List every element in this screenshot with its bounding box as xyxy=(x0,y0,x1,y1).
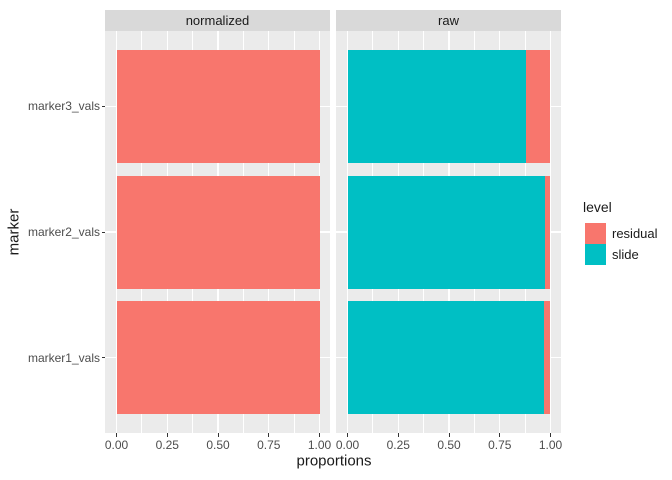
x-tick-mark xyxy=(319,433,320,437)
legend-item-label: slide xyxy=(612,247,639,262)
facet-strip-raw: raw xyxy=(336,10,561,31)
bar-marker2_vals-residual xyxy=(116,175,320,289)
x-axis-title: proportions xyxy=(296,452,372,470)
x-tick-mark xyxy=(268,433,270,437)
x-tick-label: 0.75 xyxy=(257,438,281,452)
legend-item-slide: slide xyxy=(585,244,658,265)
bar-marker3_vals-residual xyxy=(116,49,320,163)
x-tick-label: 0.50 xyxy=(206,438,230,452)
facet-panel-normalized xyxy=(105,31,330,433)
legend-swatch-icon xyxy=(585,244,606,265)
legend: level residual slide xyxy=(583,199,658,265)
facet-panel-raw xyxy=(336,31,561,433)
facet-strip-label: raw xyxy=(438,13,459,28)
bar-marker1_vals-slide xyxy=(347,301,545,415)
bar-marker1_vals-residual xyxy=(116,301,320,415)
y-tick-label: marker1_vals xyxy=(27,350,100,365)
x-tick-label: 0.25 xyxy=(386,438,410,452)
legend-item-label: residual xyxy=(612,226,658,241)
x-tick-mark xyxy=(397,433,399,437)
legend-item-residual: residual xyxy=(585,223,658,244)
x-tick-mark xyxy=(448,433,450,437)
x-tick-label: 0.25 xyxy=(155,438,179,452)
facet-strip-normalized: normalized xyxy=(105,10,330,31)
x-tick-label: 1.00 xyxy=(307,438,332,452)
bar-marker2_vals-slide xyxy=(347,175,546,289)
legend-items: residual slide xyxy=(583,223,658,265)
x-tick-label: 1.00 xyxy=(538,438,563,452)
bar-marker1_vals-residual xyxy=(544,301,551,415)
legend-title: level xyxy=(583,199,612,215)
bar-marker3_vals-residual xyxy=(526,49,551,163)
x-tick-label: 0.00 xyxy=(104,438,129,452)
legend-swatch-icon xyxy=(585,223,606,244)
y-tick-mark xyxy=(101,357,105,359)
x-tick-mark xyxy=(116,433,117,437)
y-axis-title: marker xyxy=(5,208,23,256)
x-tick-mark xyxy=(347,433,348,437)
x-tick-mark xyxy=(166,433,168,437)
y-tick-label: marker3_vals xyxy=(27,99,100,114)
x-tick-label: 0.75 xyxy=(488,438,512,452)
x-tick-mark xyxy=(499,433,501,437)
y-tick-label: marker2_vals xyxy=(27,225,100,239)
bar-marker2_vals-residual xyxy=(545,175,551,289)
x-tick-mark xyxy=(217,433,219,437)
x-tick-mark xyxy=(550,433,551,437)
x-tick-label: 0.50 xyxy=(437,438,461,452)
x-tick-label: 0.00 xyxy=(335,438,360,452)
bar-marker3_vals-slide xyxy=(347,49,527,163)
y-tick-mark xyxy=(101,105,105,107)
facet-strip-label: normalized xyxy=(185,13,250,28)
y-tick-mark xyxy=(101,231,105,233)
